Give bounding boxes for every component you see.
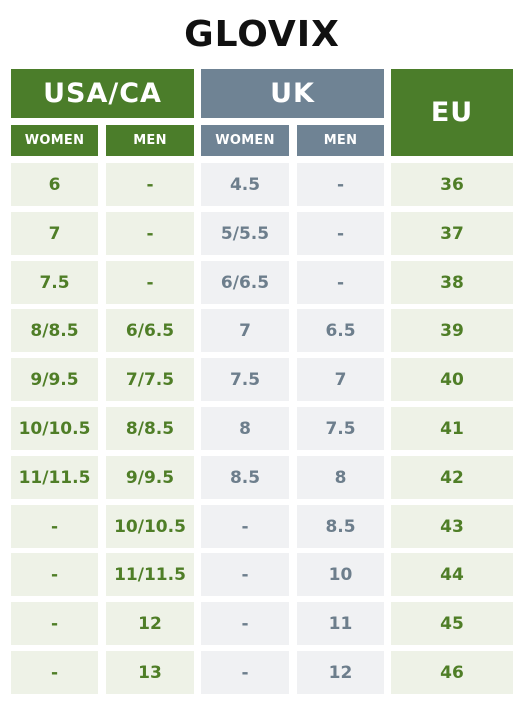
cell-usa-men: -	[106, 212, 194, 255]
cell-eu: 38	[391, 261, 513, 304]
cell-uk-men: 10	[297, 553, 384, 596]
cell-usa-women: 6	[11, 163, 98, 206]
cell-uk-women: 7	[201, 309, 289, 352]
cell-usa-men: 7/7.5	[106, 358, 194, 401]
cell-eu: 42	[391, 456, 513, 499]
cell-uk-women: -	[201, 553, 289, 596]
cell-usa-women: 7	[11, 212, 98, 255]
cell-usa-men: 6/6.5	[106, 309, 194, 352]
cell-eu: 37	[391, 212, 513, 255]
cell-uk-men: 12	[297, 651, 384, 694]
cell-uk-women: 7.5	[201, 358, 289, 401]
cell-usa-men: 13	[106, 651, 194, 694]
cell-usa-women: 8/8.5	[11, 309, 98, 352]
cell-usa-women: 7.5	[11, 261, 98, 304]
cell-usa-women: -	[11, 505, 98, 548]
cell-usa-women: -	[11, 651, 98, 694]
cell-eu: 45	[391, 602, 513, 645]
cell-uk-women: -	[201, 505, 289, 548]
cell-uk-women: -	[201, 602, 289, 645]
cell-usa-women: 9/9.5	[11, 358, 98, 401]
cell-eu: 40	[391, 358, 513, 401]
cell-uk-men: 8.5	[297, 505, 384, 548]
cell-usa-men: -	[106, 261, 194, 304]
cell-uk-women: 8.5	[201, 456, 289, 499]
cell-usa-women: 10/10.5	[11, 407, 98, 450]
cell-eu: 43	[391, 505, 513, 548]
cell-uk-men: 7.5	[297, 407, 384, 450]
cell-usa-women: 11/11.5	[11, 456, 98, 499]
cell-uk-men: -	[297, 212, 384, 255]
cell-usa-women: -	[11, 602, 98, 645]
header-eu: EU	[391, 69, 513, 156]
cell-usa-men: 8/8.5	[106, 407, 194, 450]
cell-uk-women: -	[201, 651, 289, 694]
subheader-usa-women: WOMEN	[11, 125, 98, 156]
cell-usa-men: 11/11.5	[106, 553, 194, 596]
cell-uk-women: 4.5	[201, 163, 289, 206]
cell-usa-men: 10/10.5	[106, 505, 194, 548]
cell-eu: 36	[391, 163, 513, 206]
cell-usa-men: 12	[106, 602, 194, 645]
brand-title: GLOVIX	[184, 14, 340, 55]
header-usa-ca: USA/CA	[11, 69, 194, 118]
cell-eu: 39	[391, 309, 513, 352]
header-uk: UK	[201, 69, 384, 118]
cell-usa-women: -	[11, 553, 98, 596]
cell-uk-men: 8	[297, 456, 384, 499]
cell-usa-men: 9/9.5	[106, 456, 194, 499]
cell-uk-women: 5/5.5	[201, 212, 289, 255]
cell-uk-men: 11	[297, 602, 384, 645]
cell-usa-men: -	[106, 163, 194, 206]
cell-eu: 46	[391, 651, 513, 694]
cell-uk-women: 6/6.5	[201, 261, 289, 304]
cell-eu: 41	[391, 407, 513, 450]
subheader-usa-men: MEN	[106, 125, 194, 156]
subheader-uk-women: WOMEN	[201, 125, 289, 156]
subheader-uk-men: MEN	[297, 125, 384, 156]
cell-uk-men: 7	[297, 358, 384, 401]
cell-uk-men: -	[297, 261, 384, 304]
cell-eu: 44	[391, 553, 513, 596]
cell-uk-men: 6.5	[297, 309, 384, 352]
cell-uk-men: -	[297, 163, 384, 206]
cell-uk-women: 8	[201, 407, 289, 450]
